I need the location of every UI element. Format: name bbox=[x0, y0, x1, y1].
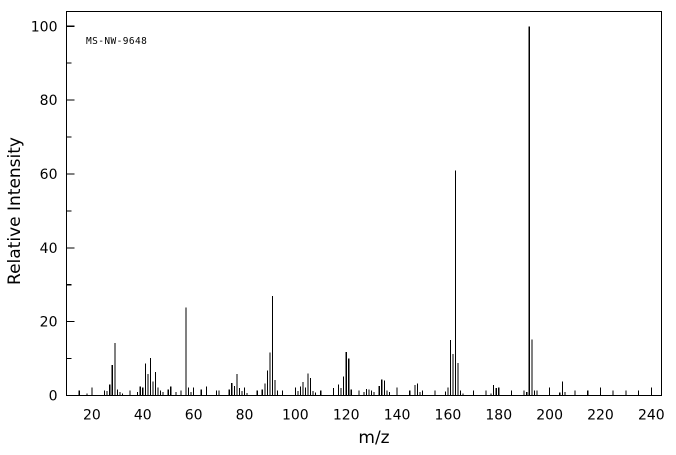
y-tick-label: 60 bbox=[40, 167, 58, 183]
y-tick-label: 80 bbox=[40, 93, 58, 109]
peak-series bbox=[78, 26, 566, 396]
y-tick-label: 0 bbox=[49, 389, 58, 405]
x-tick-label: 80 bbox=[236, 408, 254, 424]
spectrum-id-label: MS-NW-9648 bbox=[86, 36, 147, 47]
x-axis-ticks bbox=[65, 387, 652, 396]
y-axis-ticks bbox=[66, 25, 75, 397]
x-tick-label: 40 bbox=[134, 408, 152, 424]
x-tick-label: 20 bbox=[83, 408, 101, 424]
x-tick-label: 100 bbox=[282, 408, 309, 424]
y-axis-title: Relative Intensity bbox=[5, 137, 25, 285]
x-tick-label: 200 bbox=[536, 408, 563, 424]
plot-frame bbox=[65, 10, 663, 397]
y-axis-tick-labels: 0 20 40 60 80 100 bbox=[31, 19, 58, 404]
x-axis-tick-labels: 20 40 60 80 100 120 140 160 180 200 220 240 bbox=[83, 408, 665, 424]
y-tick-label: 40 bbox=[40, 241, 58, 257]
x-tick-label: 240 bbox=[638, 408, 665, 424]
x-tick-label: 120 bbox=[333, 408, 360, 424]
x-tick-label: 220 bbox=[587, 408, 614, 424]
x-tick-label: 180 bbox=[485, 408, 512, 424]
x-tick-label: 160 bbox=[435, 408, 462, 424]
x-axis-title: m/z bbox=[358, 428, 389, 448]
x-tick-label: 140 bbox=[384, 408, 411, 424]
y-tick-label: 20 bbox=[40, 315, 58, 331]
x-tick-label: 60 bbox=[185, 408, 203, 424]
y-tick-label: 100 bbox=[31, 19, 58, 35]
